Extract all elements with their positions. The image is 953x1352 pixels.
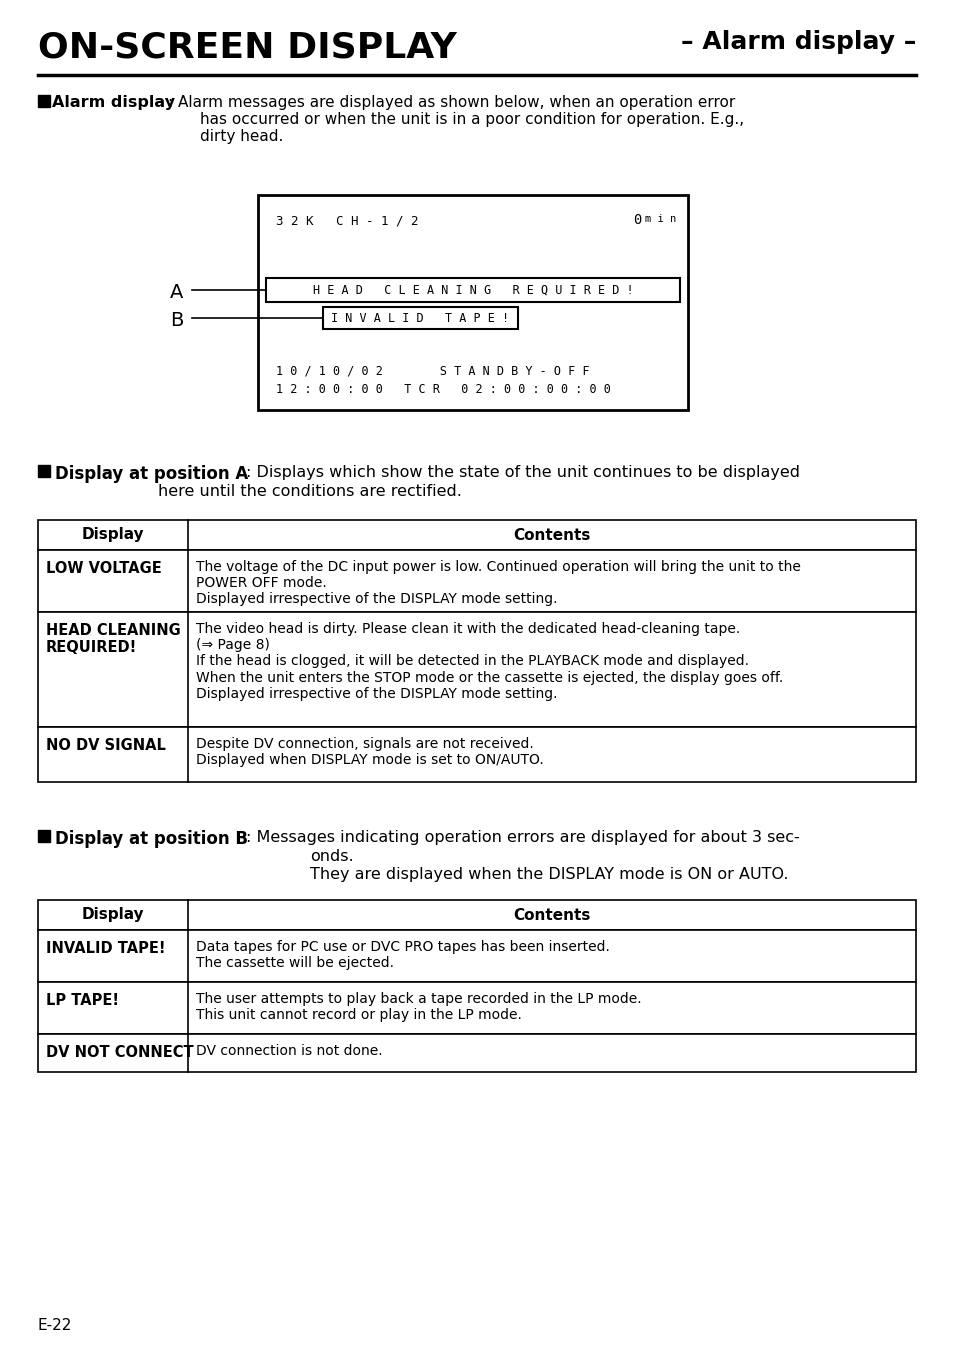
Text: E-22: E-22 <box>38 1318 72 1333</box>
Text: Display: Display <box>82 907 144 922</box>
Bar <box>257 195 687 410</box>
Bar <box>38 95 50 107</box>
Bar <box>38 612 915 727</box>
Text: B: B <box>170 311 183 330</box>
Text: LOW VOLTAGE: LOW VOLTAGE <box>46 561 162 576</box>
Text: H E A D   C L E A N I N G   R E Q U I R E D !: H E A D C L E A N I N G R E Q U I R E D … <box>313 284 633 296</box>
Text: here until the conditions are rectified.: here until the conditions are rectified. <box>158 484 461 499</box>
Bar <box>38 1034 915 1072</box>
Text: : Displays which show the state of the unit continues to be displayed: : Displays which show the state of the u… <box>246 465 800 480</box>
Text: – Alarm display –: – Alarm display – <box>679 30 915 54</box>
Text: : Alarm messages are displayed as shown below, when an operation error: : Alarm messages are displayed as shown … <box>168 95 735 110</box>
Text: : Messages indicating operation errors are displayed for about 3 sec-: : Messages indicating operation errors a… <box>246 830 799 845</box>
Text: Contents: Contents <box>513 527 590 542</box>
Bar <box>38 521 915 550</box>
Text: Display at position A: Display at position A <box>55 465 248 483</box>
Text: 3 2 K   C H - 1 / 2: 3 2 K C H - 1 / 2 <box>275 215 418 228</box>
Text: Contents: Contents <box>513 907 590 922</box>
Text: Display: Display <box>82 527 144 542</box>
Text: ON-SCREEN DISPLAY: ON-SCREEN DISPLAY <box>38 30 456 64</box>
Text: Display at position B: Display at position B <box>55 830 248 848</box>
Text: 0: 0 <box>633 214 640 227</box>
Text: Despite DV connection, signals are not received.
Displayed when DISPLAY mode is : Despite DV connection, signals are not r… <box>195 737 543 767</box>
Text: The voltage of the DC input power is low. Continued operation will bring the uni: The voltage of the DC input power is low… <box>195 560 800 607</box>
Text: DV NOT CONNECT: DV NOT CONNECT <box>46 1045 193 1060</box>
Bar <box>38 930 915 982</box>
Text: DV connection is not done.: DV connection is not done. <box>195 1044 382 1059</box>
Text: I N V A L I D   T A P E !: I N V A L I D T A P E ! <box>331 311 509 324</box>
Bar <box>266 279 679 301</box>
Bar <box>38 550 915 612</box>
Bar <box>38 830 50 842</box>
Text: INVALID TAPE!: INVALID TAPE! <box>46 941 165 956</box>
Bar <box>323 307 517 329</box>
Text: HEAD CLEANING
REQUIRED!: HEAD CLEANING REQUIRED! <box>46 623 180 656</box>
Text: has occurred or when the unit is in a poor condition for operation. E.g.,: has occurred or when the unit is in a po… <box>200 112 743 127</box>
Text: onds.: onds. <box>310 849 354 864</box>
Text: Alarm display: Alarm display <box>52 95 174 110</box>
Bar <box>38 465 50 477</box>
Text: LP TAPE!: LP TAPE! <box>46 992 119 1009</box>
Text: The user attempts to play back a tape recorded in the LP mode.
This unit cannot : The user attempts to play back a tape re… <box>195 992 641 1022</box>
Text: 1 2 : 0 0 : 0 0   T C R   0 2 : 0 0 : 0 0 : 0 0: 1 2 : 0 0 : 0 0 T C R 0 2 : 0 0 : 0 0 : … <box>275 383 610 396</box>
Text: A: A <box>170 283 183 301</box>
Text: dirty head.: dirty head. <box>200 128 283 145</box>
Bar <box>38 900 915 930</box>
Text: 1 0 / 1 0 / 0 2        S T A N D B Y - O F F: 1 0 / 1 0 / 0 2 S T A N D B Y - O F F <box>275 365 589 379</box>
Text: NO DV SIGNAL: NO DV SIGNAL <box>46 738 166 753</box>
Text: Data tapes for PC use or DVC PRO tapes has been inserted.
The cassette will be e: Data tapes for PC use or DVC PRO tapes h… <box>195 940 609 971</box>
Text: The video head is dirty. Please clean it with the dedicated head-cleaning tape.
: The video head is dirty. Please clean it… <box>195 622 782 700</box>
Text: m i n: m i n <box>644 214 676 224</box>
Text: They are displayed when the DISPLAY mode is ON or AUTO.: They are displayed when the DISPLAY mode… <box>310 867 788 882</box>
Bar <box>38 982 915 1034</box>
Bar <box>38 727 915 781</box>
